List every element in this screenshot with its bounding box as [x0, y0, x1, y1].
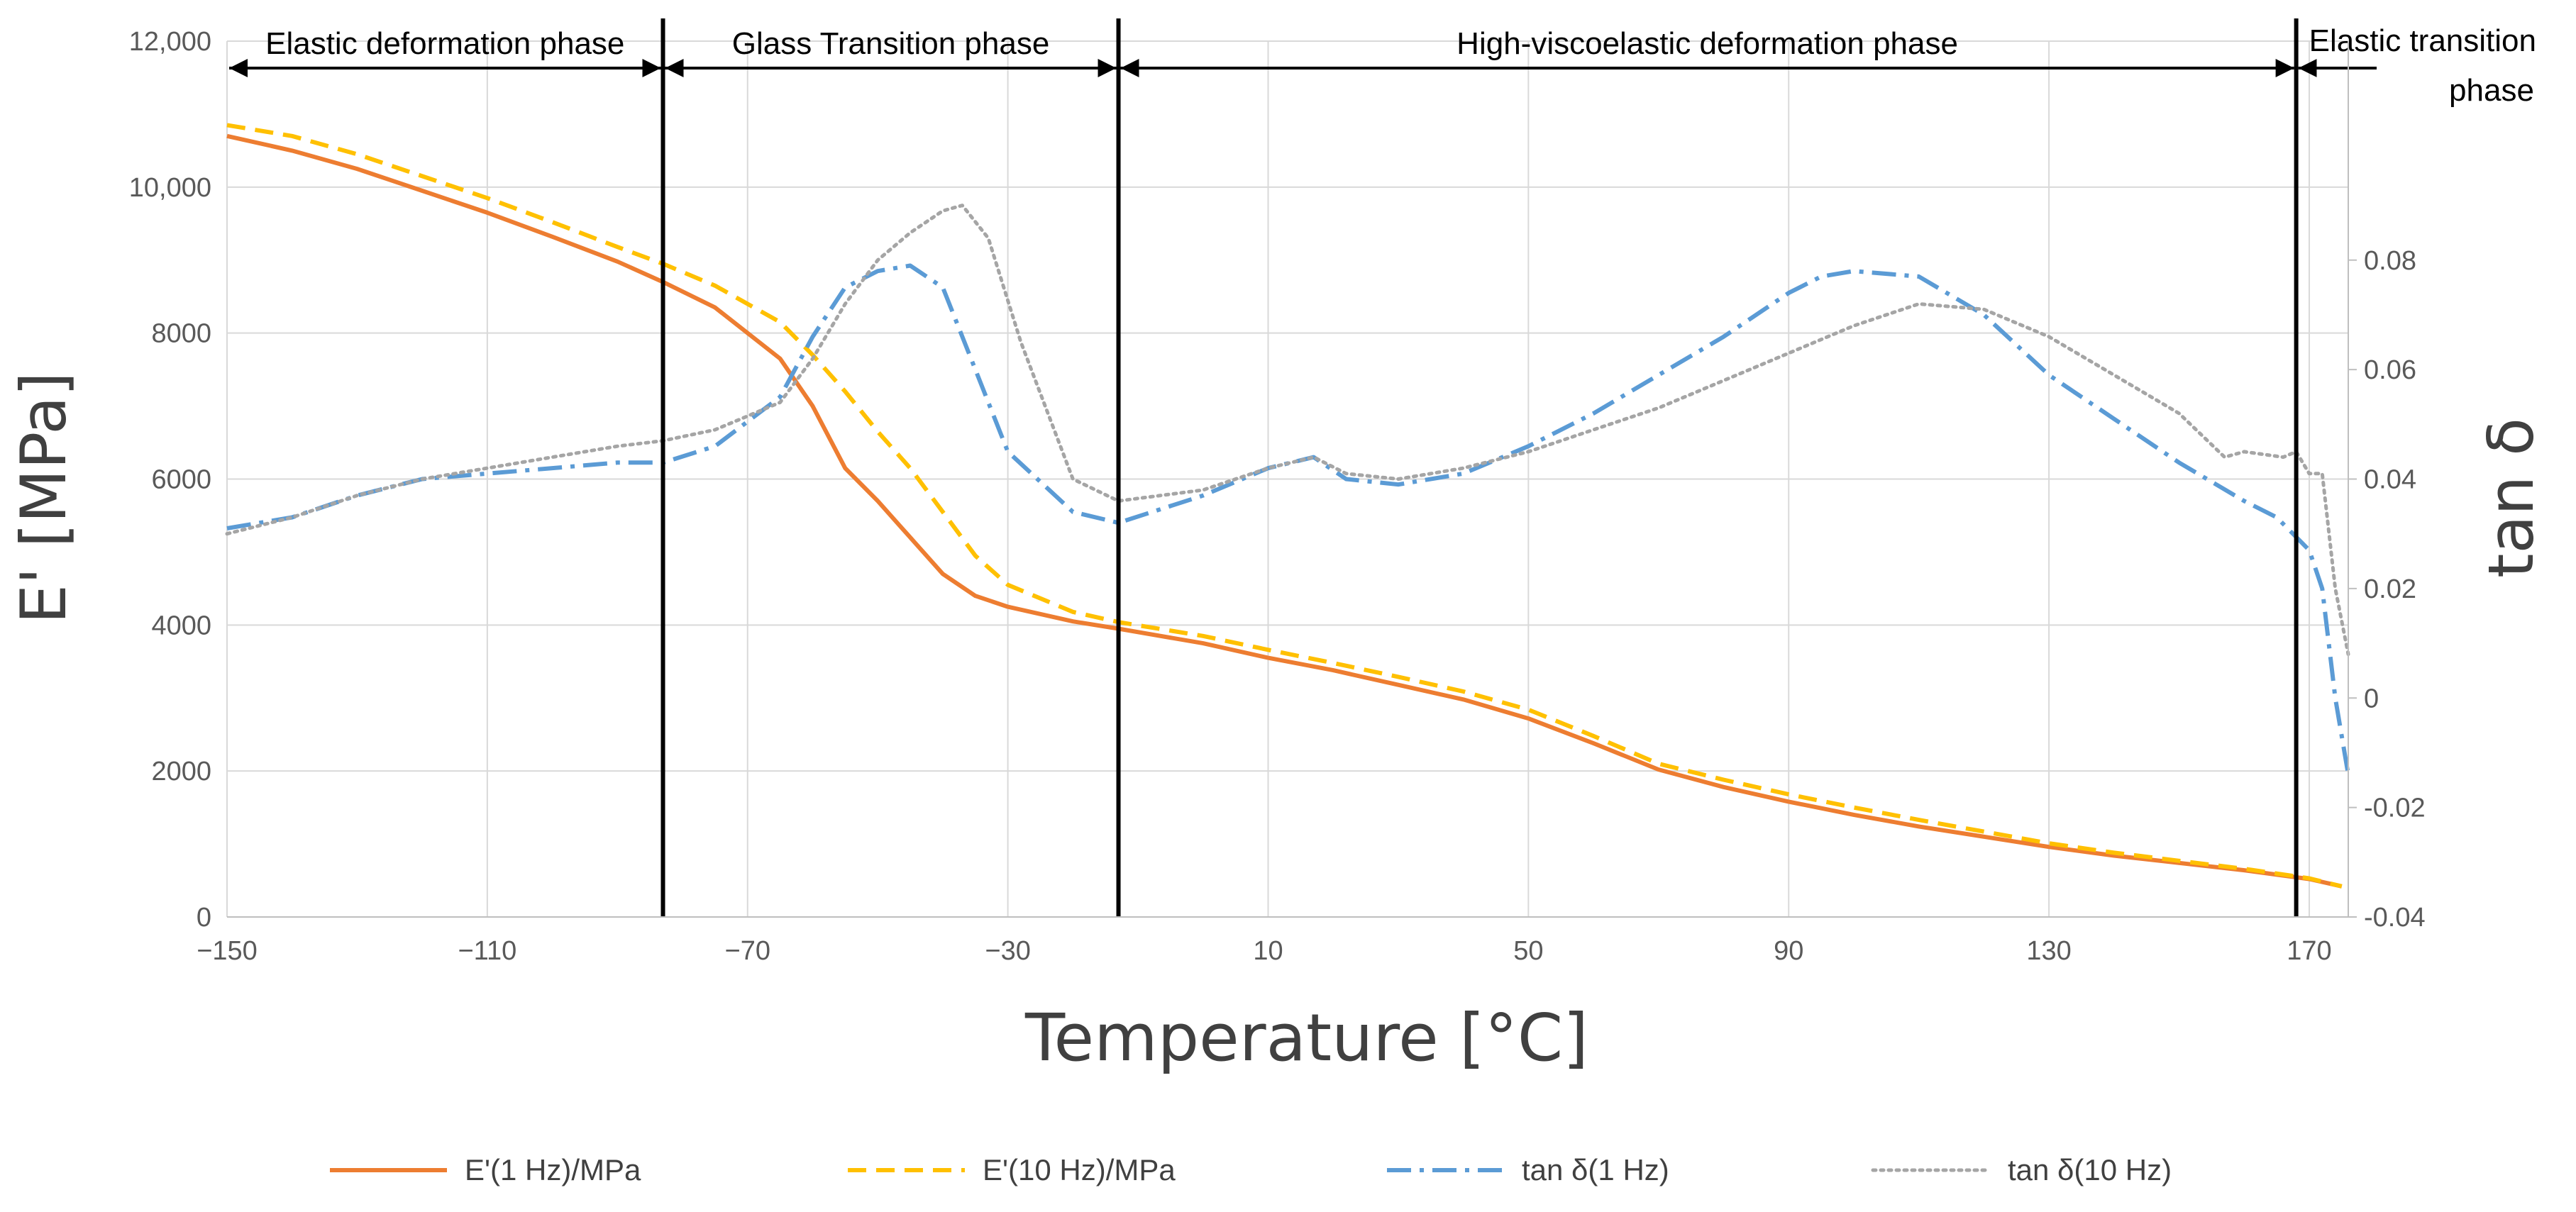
- series-line: [225, 204, 2350, 656]
- y2-tick-label: 0: [2364, 684, 2379, 713]
- y2-tick-label: 0.06: [2364, 355, 2416, 385]
- y2-axis-title: tan δ: [2475, 418, 2548, 578]
- series-lines: [225, 123, 2350, 889]
- y-tick-label: 0: [197, 903, 211, 933]
- y2-tick-label: 0.08: [2364, 246, 2416, 276]
- y-tick-label: 6000: [151, 465, 211, 495]
- phase-label: High-viscoelastic deformation phase: [1456, 26, 1958, 61]
- y2-tick-label: 0.02: [2364, 574, 2416, 604]
- x-tick-label: 50: [1513, 936, 1543, 966]
- phase-label-line2: phase: [2449, 73, 2534, 108]
- x-tick-label: 130: [2026, 936, 2071, 966]
- x-tick-label: −30: [985, 936, 1030, 966]
- series-line: [226, 123, 2343, 889]
- x-tick-label: 90: [1774, 936, 1803, 966]
- y-tick-label: 8000: [151, 319, 211, 349]
- phase-label: Glass Transition phase: [732, 26, 1050, 61]
- phase-label: Elastic transition: [2309, 23, 2536, 58]
- legend: E'(1 Hz)/MPa E'(10 Hz)/MPa tan δ(1 Hz) tan …: [330, 1153, 2172, 1186]
- y-axis-title: E' [MPa]: [7, 372, 80, 623]
- x-axis-title: Temperature [°C]: [1024, 1000, 1588, 1076]
- phase-label: Elastic deformation phase: [265, 26, 624, 61]
- axes: 0 2000 4000 6000 8000 10,000 12,000 −150 −110 −70…: [129, 27, 2426, 966]
- y-tick-label: 4000: [151, 611, 211, 640]
- x-tick-label: −150: [197, 936, 258, 966]
- y-tick-label: 12,000: [129, 27, 211, 57]
- y2-tick-label: -0.02: [2364, 794, 2426, 823]
- x-tick-label: 10: [1253, 936, 1283, 966]
- legend-entry: E'(1 Hz)/MPa: [465, 1153, 641, 1186]
- legend-entry: tan δ(10 Hz): [2008, 1153, 2172, 1186]
- x-tick-label: −110: [458, 936, 516, 966]
- y2-tick-label: -0.04: [2364, 903, 2426, 933]
- x-tick-label: 170: [2287, 936, 2331, 966]
- grid: [226, 40, 2348, 918]
- y-tick-label: 2000: [151, 757, 211, 786]
- x-tick-label: −70: [725, 936, 770, 966]
- series-line: [226, 133, 2343, 889]
- legend-entry: tan δ(1 Hz): [1522, 1153, 1669, 1186]
- y2-tick-label: 0.04: [2364, 465, 2416, 495]
- y-tick-label: 10,000: [129, 173, 211, 203]
- phase-annotations: Elastic deformation phase Glass Transitio…: [229, 18, 2536, 917]
- series-line: [226, 263, 2350, 775]
- legend-entry: E'(10 Hz)/MPa: [983, 1153, 1176, 1186]
